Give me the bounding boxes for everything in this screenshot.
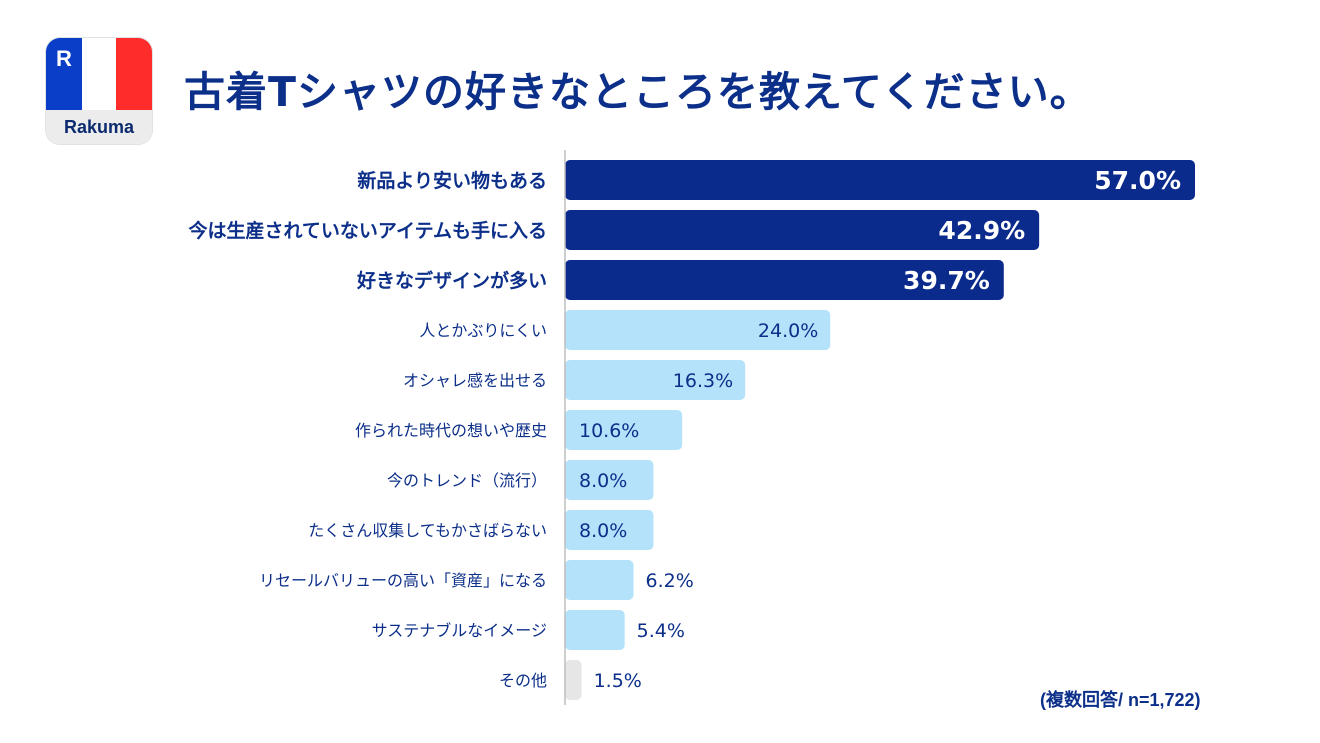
category-label-5: 作られた時代の想いや歴史: [355, 421, 547, 440]
bar-6: [565, 460, 654, 500]
value-label-4: 16.3%: [673, 370, 733, 392]
logo-red-stripe: [116, 38, 152, 110]
value-label-9: 5.4%: [637, 620, 685, 642]
value-label-0: 57.0%: [1094, 166, 1181, 195]
bar-3: [565, 310, 831, 350]
category-label-9: サステナブルなイメージ: [372, 621, 547, 640]
category-label-6: 今のトレンド（流行）: [387, 471, 547, 490]
bar-2: [565, 260, 1004, 300]
logo-brand-text: Rakuma: [46, 110, 152, 144]
value-label-2: 39.7%: [903, 266, 990, 295]
logo-r-mark: R: [56, 46, 72, 71]
bar-9: [565, 610, 625, 650]
chart-title: 古着Tシャツの好きなところを教えてください。: [184, 68, 1092, 116]
category-label-0: 新品より安い物もある: [357, 169, 547, 192]
rakuma-logo: R Rakuma: [46, 38, 152, 144]
logo-white-stripe: [82, 38, 116, 110]
category-label-1: 今は生産されていないアイテムも手に入る: [187, 219, 547, 242]
value-label-8: 6.2%: [646, 570, 694, 592]
category-label-8: リセールバリューの高い「資産」になる: [259, 571, 547, 590]
value-label-6: 8.0%: [579, 470, 627, 492]
bar-7: [565, 510, 654, 550]
category-label-4: オシャレ感を出せる: [403, 371, 547, 390]
bar-1: [565, 210, 1040, 250]
bar-5: [565, 410, 683, 450]
value-label-10: 1.5%: [594, 670, 642, 692]
bar-4: [565, 360, 746, 400]
value-label-3: 24.0%: [758, 320, 818, 342]
bar-10: [565, 660, 582, 700]
bar-0: [565, 160, 1195, 200]
category-label-7: たくさん収集してもかさばらない: [308, 521, 547, 540]
bar-8: [565, 560, 634, 600]
category-label-2: 好きなデザインが多い: [356, 269, 547, 292]
category-label-10: その他: [499, 671, 547, 690]
sample-note: (複数回答/ n=1,722): [1040, 690, 1201, 710]
value-label-7: 8.0%: [579, 520, 627, 542]
value-label-1: 42.9%: [938, 216, 1025, 245]
logo-blue-stripe: [46, 38, 82, 110]
value-label-5: 10.6%: [579, 420, 639, 442]
category-label-3: 人とかぶりにくい: [419, 321, 547, 340]
